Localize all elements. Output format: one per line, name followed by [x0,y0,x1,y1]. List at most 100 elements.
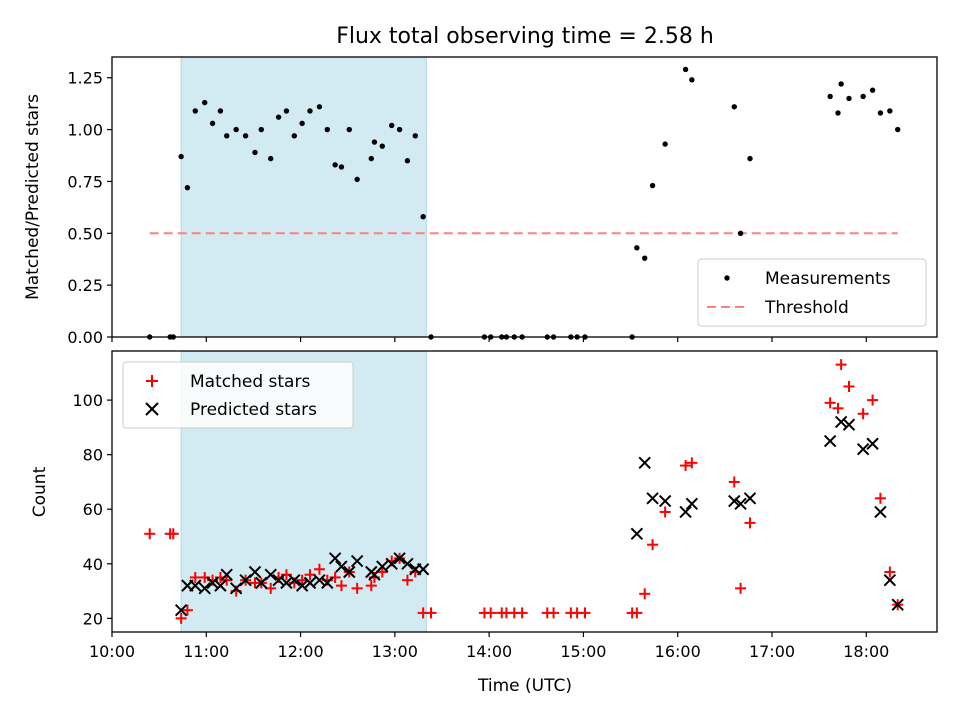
y-tick-label: 0.00 [67,328,103,347]
matched-star-point [735,582,747,594]
measurement-point [737,230,744,236]
predicted-star-point [350,554,364,568]
y-tick-label: 1.00 [67,121,103,140]
legend-label-measurements: Measurements [765,269,891,289]
shaded-region [180,56,427,338]
measurement-point [396,126,403,133]
y-tick-label: 20 [83,609,103,628]
predicted-star-point [874,505,887,519]
predicted-star-point [376,560,389,573]
predicted-star-point [393,552,406,565]
measurement-point [887,108,893,114]
predicted-star-point [214,579,227,592]
plot-area-top [147,66,901,340]
predicted-star-point [834,415,848,429]
matched-star-point [401,574,413,586]
measurement-point [846,95,852,102]
x-tick-label: 10:00 [89,642,135,661]
matched-star-point [631,607,643,619]
matched-star-point [686,457,698,469]
predicted-star-point [728,494,741,508]
predicted-star-point [303,576,317,590]
matched-star-point [304,569,316,581]
axes-frame-top [111,56,938,338]
x-tick-label: 18:00 [843,642,889,661]
ticks-top: 0.00 0.25 0.50 0.75 1.00 1.25 [67,69,867,347]
matched-star-point [376,566,388,578]
legend-bottom: Matched stars Predicted stars [122,361,354,429]
measurement-point [217,108,224,114]
predicted-star-point [638,456,651,470]
matched-star-point [313,563,325,575]
predicted-star-point [883,573,897,587]
predicted-star-point [343,565,356,579]
legend-box-bottom [122,361,354,429]
matched-star-point [744,517,756,529]
measurement-point [192,108,198,114]
matched-star-point [189,571,201,583]
measurement-point [412,133,418,139]
matched-star-point [728,476,740,488]
measurement-point [209,120,216,127]
matched-star-point [874,492,886,504]
matched-star-point [832,402,844,414]
predicted-star-point [220,568,233,581]
measurement-point [689,77,695,83]
measurement-point [283,108,290,114]
predicted-star-point [891,598,904,611]
measurement-point [682,66,689,73]
measurement-point [747,155,753,162]
measurement-point [827,93,833,100]
predicted-star-point [842,418,856,431]
legend-label-threshold: Threshold [764,298,849,318]
predicted-star-point [328,552,342,565]
matched-star-point [221,574,233,586]
measurement-point [224,133,230,139]
matched-star-point [579,607,591,619]
predicted-star-point [823,434,837,448]
y-tick-label: 0.50 [67,224,103,243]
matched-star-point [516,607,528,619]
measurement-point [268,155,274,162]
predicted-star-point [206,576,219,590]
x-tick-label: 13:00 [372,642,418,661]
matched-star-point [181,604,193,616]
matched-star-point [335,580,347,592]
measurement-point [346,126,352,133]
xlabel-bottom: Time (UTC) [477,676,572,696]
predicted-star-point [856,443,870,456]
panel-star-counts: 10:00 11:00 12:00 13:00 14:00 15:00 16:00 17:00… [30,350,938,696]
matched-star-point [647,539,659,551]
predicted-star-point [280,576,293,590]
plot-area-bottom [144,359,904,624]
measurement-point [202,99,208,106]
matched-star-point [659,506,671,518]
predicted-star-point [313,573,326,587]
matched-star-point [824,397,836,409]
x-tick-label: 12:00 [278,642,324,661]
matched-star-point [365,580,377,592]
y-tick-label: 40 [83,555,103,574]
predicted-star-point [248,565,262,579]
measurement-point [379,143,385,149]
predicted-star-point [685,497,699,510]
matched-star-point [884,566,896,578]
measurement-point [389,122,395,129]
predicted-star-point [264,568,277,581]
measurement-point [662,141,668,147]
y-tick-label: 0.75 [67,172,103,191]
measurement-point [404,158,411,164]
predicted-star-point [743,492,757,505]
measurement-point [178,153,184,160]
legend-top: Measurements Threshold [697,258,927,327]
matched-star-point [351,582,363,594]
matched-star-point [296,574,308,586]
matched-star-point [843,380,855,392]
matched-star-point [680,460,692,472]
ticks-bottom: 10:00 11:00 12:00 13:00 14:00 15:00 16:00 17:00… [72,391,889,661]
measurement-point [184,184,191,191]
measurement-point [332,162,338,168]
predicted-star-point [734,497,747,510]
measurement-point [324,126,330,133]
